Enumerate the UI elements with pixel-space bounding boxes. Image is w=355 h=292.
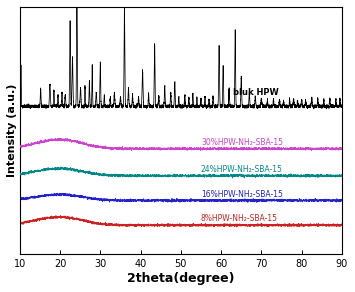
Text: 16%HPW-NH₂-SBA-15: 16%HPW-NH₂-SBA-15 (201, 190, 283, 199)
Text: 30%HPW-NH₂-SBA-15: 30%HPW-NH₂-SBA-15 (201, 138, 283, 147)
Text: 24%HPW-NH₂-SBA-15: 24%HPW-NH₂-SBA-15 (201, 165, 283, 174)
X-axis label: 2theta(degree): 2theta(degree) (127, 272, 235, 285)
Y-axis label: Intensity (a.u.): Intensity (a.u.) (7, 84, 17, 177)
Text: bluk HPW: bluk HPW (233, 88, 279, 97)
Text: 8%HPW-NH₂-SBA-15: 8%HPW-NH₂-SBA-15 (201, 214, 278, 223)
